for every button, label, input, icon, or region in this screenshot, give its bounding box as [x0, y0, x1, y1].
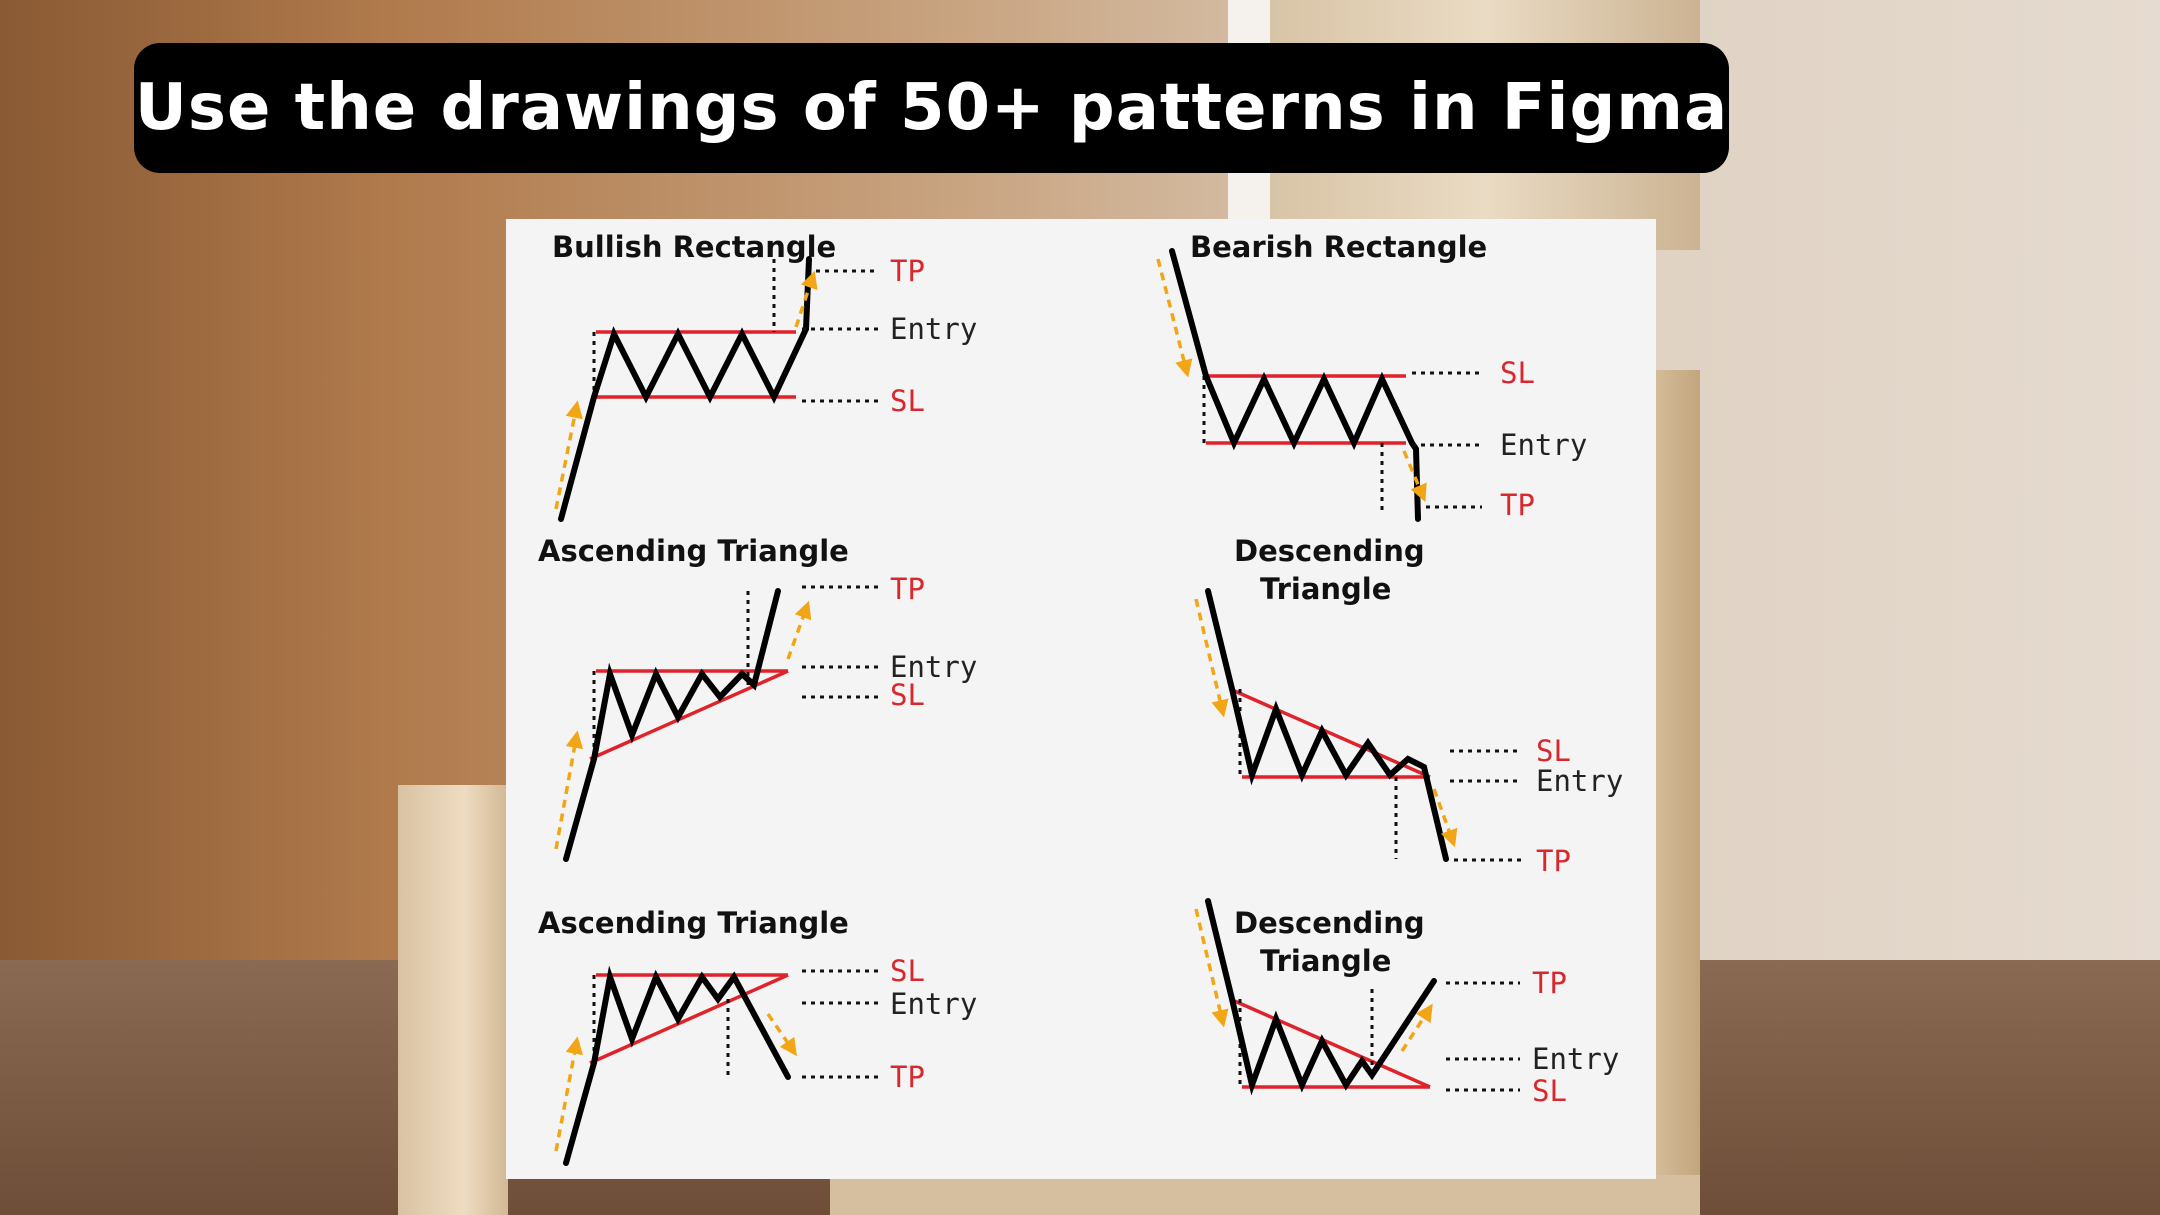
direction-arrow — [766, 1013, 797, 1057]
direction-arrow — [1400, 1003, 1433, 1052]
wood-block-right — [1650, 370, 1700, 1215]
pattern-title: Ascending Triangle — [538, 906, 849, 940]
pattern-title: Bullish Rectangle — [552, 230, 836, 264]
direction-arrow — [794, 270, 818, 328]
price-line — [1205, 898, 1437, 1096]
tp-label: TP — [890, 572, 925, 606]
entry-label: Entry — [1532, 1042, 1619, 1076]
price-line — [563, 588, 781, 862]
tp-label: TP — [890, 1060, 925, 1094]
direction-arrow — [786, 600, 812, 660]
entry-label: Entry — [890, 987, 977, 1021]
pattern-title: Bearish Rectangle — [1190, 230, 1487, 264]
direction-arrow — [1402, 450, 1427, 503]
price-line — [1205, 588, 1449, 862]
sl-label: SL — [890, 384, 925, 418]
pattern-title: Ascending Triangle — [538, 534, 849, 568]
direction-arrow — [1156, 258, 1193, 378]
tp-label: TP — [1532, 966, 1567, 1000]
support-line — [589, 973, 789, 1065]
pattern-title: Triangle — [1260, 944, 1391, 978]
wood-block-bottom — [830, 1175, 1700, 1215]
support-line — [589, 669, 789, 761]
direction-arrow — [1432, 788, 1458, 848]
patterns-card: Bullish Rectangle TP Entry SL Bearish Re… — [506, 219, 1656, 1179]
pattern-descending-triangle: Descending Triangle SL Entry TP — [1194, 534, 1623, 878]
sl-label: SL — [1536, 734, 1571, 768]
price-line — [563, 965, 791, 1166]
sl-label: SL — [1532, 1074, 1567, 1108]
pattern-descending-triangle-breakout: Descending Triangle TP Entry SL — [1194, 898, 1619, 1108]
pattern-title: Descending — [1234, 906, 1425, 940]
tp-label: TP — [1500, 488, 1535, 522]
wood-block-left — [398, 785, 508, 1215]
patterns-diagram: Bullish Rectangle TP Entry SL Bearish Re… — [538, 230, 1623, 1166]
resistance-line — [1229, 687, 1431, 779]
price-line — [558, 256, 812, 522]
sl-label: SL — [1500, 356, 1535, 390]
tp-label: TP — [1536, 844, 1571, 878]
direction-arrow — [554, 400, 583, 510]
entry-label: Entry — [890, 312, 977, 346]
pattern-title: Triangle — [1260, 572, 1391, 606]
entry-label: Entry — [1536, 764, 1623, 798]
direction-arrow — [554, 730, 584, 850]
pattern-bullish-rectangle: Bullish Rectangle TP Entry SL — [552, 230, 977, 522]
resistance-line — [1229, 997, 1431, 1089]
sl-label: SL — [890, 954, 925, 988]
pattern-ascending-triangle-breakdown: Ascending Triangle SL Entry TP — [538, 906, 977, 1166]
tp-label: TP — [890, 254, 925, 288]
direction-arrow — [1194, 598, 1229, 718]
direction-arrow — [554, 1036, 583, 1152]
direction-arrow — [1194, 908, 1229, 1028]
page-title: Use the drawings of 50+ patterns in Figm… — [134, 71, 1729, 145]
pattern-bearish-rectangle: Bearish Rectangle SL Entry TP — [1156, 230, 1587, 522]
entry-label: Entry — [890, 650, 977, 684]
price-line — [1169, 248, 1421, 522]
title-banner: Use the drawings of 50+ patterns in Figm… — [134, 43, 1729, 173]
pattern-title: Descending — [1234, 534, 1425, 568]
pattern-ascending-triangle: Ascending Triangle TP Entry SL — [538, 534, 977, 862]
entry-label: Entry — [1500, 428, 1587, 462]
sl-label: SL — [890, 678, 925, 712]
